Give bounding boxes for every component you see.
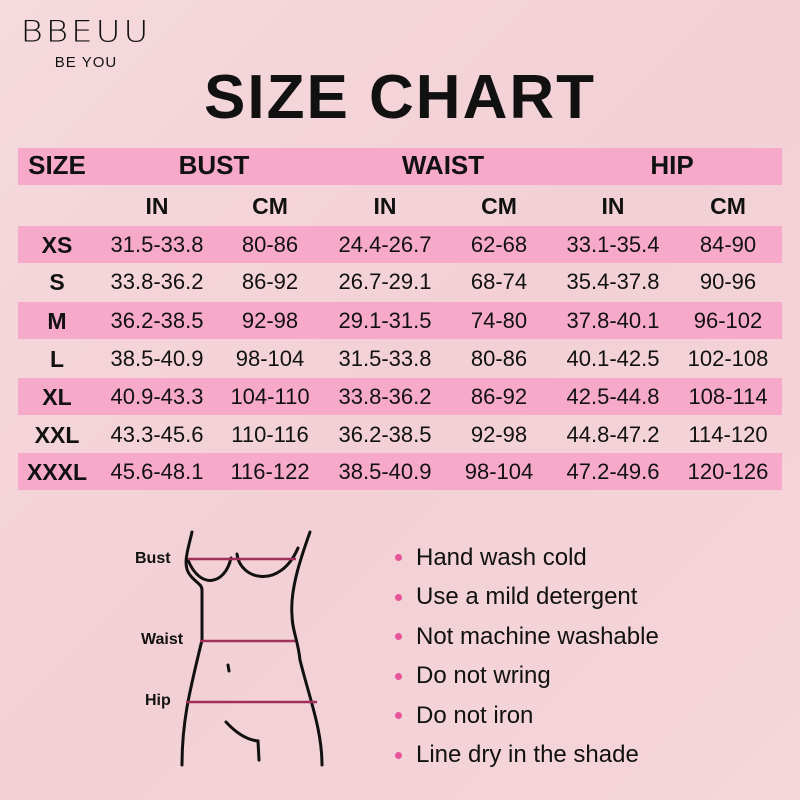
header-band xyxy=(18,148,782,185)
table-cell: 80-86 xyxy=(470,346,528,371)
table-cell: 42.5-44.8 xyxy=(566,384,660,409)
table-cell: 26.7-29.1 xyxy=(338,269,432,294)
unit-header: CM xyxy=(710,193,746,219)
size-label: S xyxy=(49,269,65,295)
table-cell: 24.4-26.7 xyxy=(338,232,432,257)
unit-header: IN xyxy=(145,193,169,219)
care-item: Not machine washable xyxy=(395,617,659,657)
body-measurement-diagram xyxy=(180,530,324,767)
crotch-line xyxy=(224,720,261,762)
table-cell: 92-98 xyxy=(470,422,528,447)
table-cell: 102-108 xyxy=(687,346,769,371)
size-label: L xyxy=(49,346,65,372)
body-outline-left xyxy=(180,530,204,767)
table-cell: 114-120 xyxy=(688,422,768,447)
column-header: HIP xyxy=(650,150,694,180)
table-cell: 35.4-37.8 xyxy=(566,269,660,294)
table-cell: 40.9-43.3 xyxy=(110,384,204,409)
care-item: Do not wring xyxy=(395,657,659,697)
column-header: BUST xyxy=(178,150,250,180)
row-band xyxy=(18,302,782,339)
care-item: Hand wash cold xyxy=(395,538,659,578)
logo-tagline: BE YOU xyxy=(54,54,118,71)
unit-header: CM xyxy=(481,193,517,219)
table-cell: 98-104 xyxy=(464,459,534,484)
column-header: SIZE xyxy=(28,150,86,180)
care-text: Hand wash cold xyxy=(416,543,587,571)
bullet-icon xyxy=(395,593,402,601)
column-header: WAIST xyxy=(401,150,485,180)
navel xyxy=(226,663,231,673)
bullet-icon xyxy=(395,633,402,641)
care-text: Do not iron xyxy=(416,701,534,729)
table-cell: 33.1-35.4 xyxy=(566,232,660,257)
bullet-icon xyxy=(395,554,402,562)
table-cell: 84-90 xyxy=(699,232,757,257)
table-cell: 31.5-33.8 xyxy=(110,232,204,257)
size-label: XL xyxy=(42,384,72,410)
table-cell: 96-102 xyxy=(693,308,763,333)
table-cell: 40.1-42.5 xyxy=(566,346,660,371)
bust-label: Bust xyxy=(135,550,171,567)
care-text: Not machine washable xyxy=(416,622,659,650)
table-cell: 38.5-40.9 xyxy=(338,459,432,484)
table-cell: 33.8-36.2 xyxy=(338,384,432,409)
unit-header: IN xyxy=(601,193,625,219)
page-title: SIZE CHART xyxy=(204,63,596,132)
unit-header: CM xyxy=(252,193,288,219)
table-cell: 45.6-48.1 xyxy=(110,459,204,484)
care-instructions: Hand wash cold Use a mild detergent Not ma… xyxy=(395,538,659,775)
table-cell: 31.5-33.8 xyxy=(338,346,432,371)
table-cell: 36.2-38.5 xyxy=(338,422,432,447)
size-label: XXXL xyxy=(26,459,88,485)
size-label: XXL xyxy=(34,422,80,448)
brand-logo: BBEUU BE YOU xyxy=(18,14,154,71)
table-cell: 86-92 xyxy=(241,269,299,294)
care-item: Do not iron xyxy=(395,696,659,736)
table-cell: 90-96 xyxy=(699,269,757,294)
table-cell: 120-126 xyxy=(687,459,769,484)
body-outline-right xyxy=(290,530,324,767)
table-cell: 37.8-40.1 xyxy=(566,308,660,333)
table-cell: 92-98 xyxy=(241,308,299,333)
care-item: Line dry in the shade xyxy=(395,736,659,776)
size-label: M xyxy=(47,308,67,334)
table-cell: 80-86 xyxy=(241,232,299,257)
table-cell: 108-114 xyxy=(688,384,768,409)
logo-mark: BBEUU xyxy=(20,15,152,49)
unit-header: IN xyxy=(373,193,397,219)
table-cell: 33.8-36.2 xyxy=(110,269,204,294)
size-label: XS xyxy=(41,232,73,258)
table-cell: 104-110 xyxy=(230,384,310,409)
table-cell: 116-122 xyxy=(230,459,310,484)
table-cell: 86-92 xyxy=(470,384,528,409)
table-cell: 44.8-47.2 xyxy=(566,422,660,447)
bullet-icon xyxy=(395,751,402,759)
bullet-icon xyxy=(395,672,402,680)
care-text: Do not wring xyxy=(416,662,551,690)
care-text: Line dry in the shade xyxy=(416,741,639,769)
bullet-icon xyxy=(395,712,402,720)
row-band xyxy=(18,226,782,263)
bust-right xyxy=(235,546,300,578)
table-cell: 29.1-31.5 xyxy=(338,308,432,333)
care-item: Use a mild detergent xyxy=(395,578,659,618)
row-band xyxy=(18,378,782,415)
table-cell: 68-74 xyxy=(470,269,528,294)
bust-left xyxy=(186,556,233,582)
table-cell: 47.2-49.6 xyxy=(566,459,660,484)
table-cell: 38.5-40.9 xyxy=(110,346,204,371)
hip-label: Hip xyxy=(145,692,171,709)
table-cell: 98-104 xyxy=(235,346,305,371)
table-cell: 36.2-38.5 xyxy=(110,308,204,333)
table-cell: 43.3-45.6 xyxy=(110,422,204,447)
waist-label: Waist xyxy=(141,631,184,648)
table-cell: 74-80 xyxy=(470,308,528,333)
care-text: Use a mild detergent xyxy=(416,583,638,611)
table-cell: 62-68 xyxy=(470,232,528,257)
row-band xyxy=(18,453,782,490)
table-cell: 110-116 xyxy=(231,422,309,447)
